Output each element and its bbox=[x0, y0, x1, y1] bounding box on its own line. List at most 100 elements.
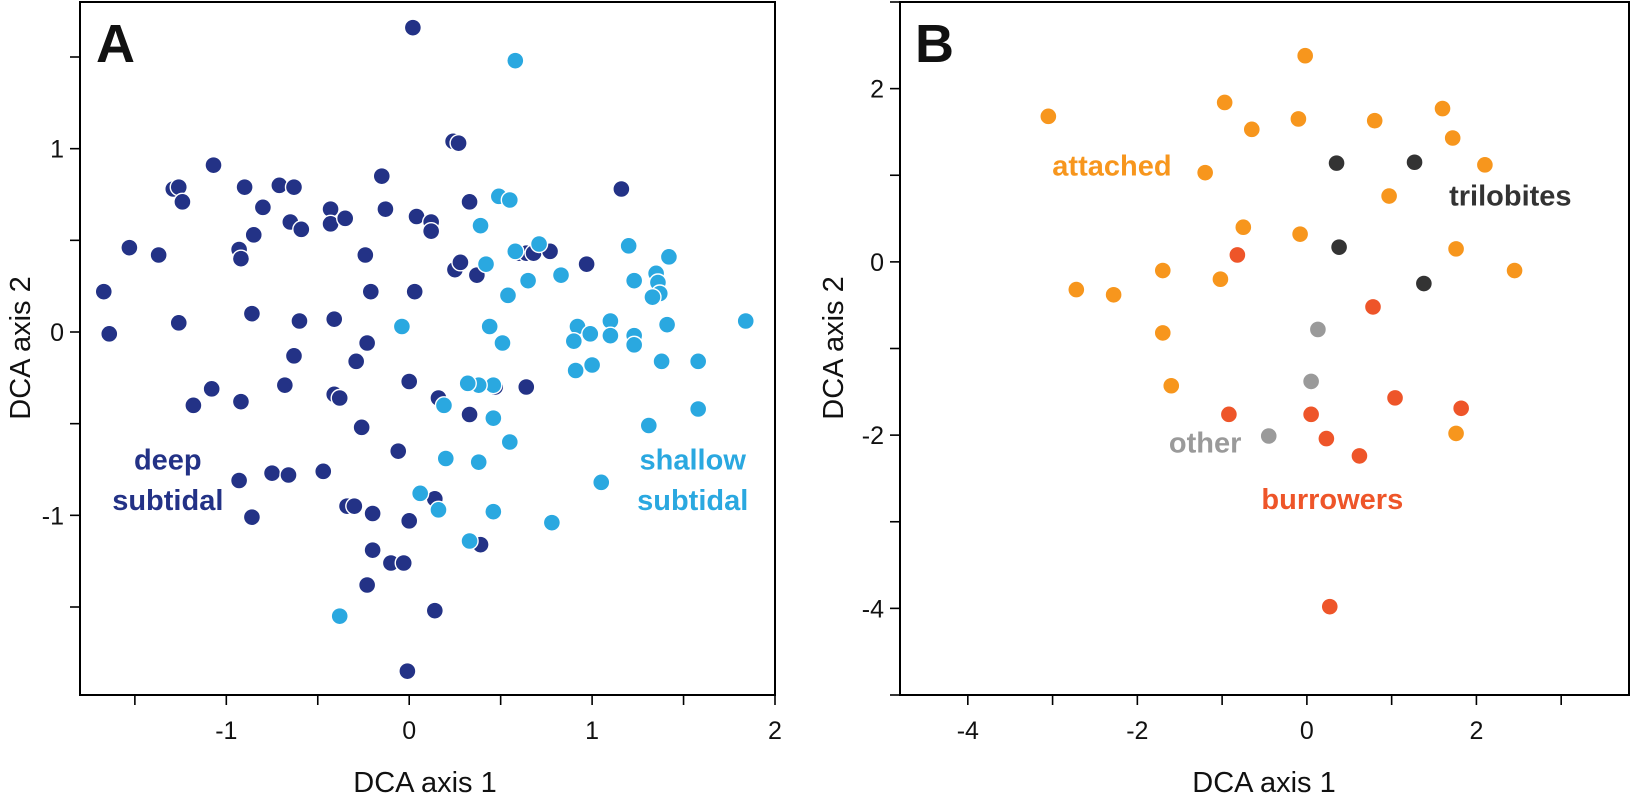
point-deep-subtidal bbox=[149, 245, 168, 265]
point-deep-subtidal bbox=[184, 396, 203, 415]
point-other bbox=[1301, 372, 1321, 391]
point-shallow-subtidal bbox=[657, 315, 677, 334]
x-tick-label: 0 bbox=[402, 717, 416, 745]
point-trilobites bbox=[1327, 153, 1346, 173]
point-deep-subtidal bbox=[356, 245, 375, 265]
point-burrowers bbox=[1385, 388, 1405, 408]
panel-b: -4 -2 0 2 -4 -2 0 2 attached trilobites other bur… bbox=[818, 1, 1630, 799]
x-tick-label: -2 bbox=[1126, 717, 1148, 745]
y-tick-label: -2 bbox=[862, 422, 884, 450]
group-label: subtidal bbox=[112, 485, 223, 517]
point-deep-subtidal bbox=[325, 309, 344, 329]
point-burrowers bbox=[1317, 429, 1336, 448]
point-deep-subtidal bbox=[451, 253, 470, 272]
x-tick-label: 2 bbox=[768, 717, 782, 745]
point-attached bbox=[1295, 46, 1315, 65]
panel-b-points bbox=[1039, 46, 1524, 616]
point-attached bbox=[1443, 128, 1462, 148]
point-deep-subtidal bbox=[400, 511, 419, 531]
point-shallow-subtidal bbox=[471, 216, 490, 235]
point-attached bbox=[1067, 280, 1086, 299]
point-attached bbox=[1153, 323, 1172, 343]
y-tick-label: 1 bbox=[50, 136, 64, 164]
point-deep-subtidal bbox=[100, 324, 119, 344]
point-shallow-subtidal bbox=[542, 513, 562, 532]
point-shallow-subtidal bbox=[476, 254, 496, 274]
point-shallow-subtidal bbox=[500, 432, 520, 452]
point-shallow-subtidal bbox=[643, 287, 662, 307]
point-shallow-subtidal bbox=[392, 317, 412, 336]
panel-a-x-axis: -1 0 1 2 bbox=[134, 695, 782, 745]
point-shallow-subtidal bbox=[688, 352, 708, 371]
point-attached bbox=[1433, 99, 1452, 118]
point-deep-subtidal bbox=[403, 18, 423, 37]
point-deep-subtidal bbox=[314, 462, 333, 481]
point-burrowers bbox=[1363, 297, 1383, 317]
point-deep-subtidal bbox=[330, 388, 349, 408]
point-shallow-subtidal bbox=[506, 242, 525, 261]
point-trilobites bbox=[1405, 153, 1424, 172]
point-deep-subtidal bbox=[275, 375, 295, 395]
point-attached bbox=[1290, 224, 1310, 244]
point-burrowers bbox=[1320, 597, 1339, 616]
point-deep-subtidal bbox=[235, 177, 254, 197]
point-shallow-subtidal bbox=[688, 399, 708, 419]
panel-a-y-axis-title: DCA axis 2 bbox=[5, 276, 37, 419]
y-tick-label: 0 bbox=[870, 249, 884, 277]
point-shallow-subtidal bbox=[493, 333, 512, 353]
point-burrowers bbox=[1350, 446, 1369, 466]
point-deep-subtidal bbox=[284, 177, 304, 197]
point-deep-subtidal bbox=[421, 221, 441, 241]
point-attached bbox=[1446, 424, 1466, 443]
point-deep-subtidal bbox=[231, 392, 251, 411]
point-trilobites bbox=[1329, 237, 1349, 257]
y-tick-label: 0 bbox=[50, 319, 64, 347]
panel-a: -1 0 1 2 -1 0 1 deep subtidal shallow subtidal A… bbox=[5, 1, 782, 799]
group-label: trilobites bbox=[1449, 181, 1571, 213]
panel-b-letter: B bbox=[915, 14, 954, 74]
point-shallow-subtidal bbox=[458, 374, 477, 393]
point-deep-subtidal bbox=[376, 199, 395, 219]
point-deep-subtidal bbox=[204, 155, 223, 175]
panel-a-points bbox=[94, 18, 755, 681]
point-shallow-subtidal bbox=[566, 361, 585, 380]
point-attached bbox=[1365, 111, 1384, 130]
x-tick-label: -4 bbox=[957, 717, 979, 745]
point-deep-subtidal bbox=[345, 496, 364, 516]
y-tick-label: -1 bbox=[42, 502, 64, 530]
point-shallow-subtidal bbox=[469, 452, 488, 472]
point-shallow-subtidal bbox=[551, 265, 571, 285]
point-shallow-subtidal bbox=[582, 355, 602, 375]
panel-b-y-axis: -4 -2 0 2 bbox=[862, 1, 900, 696]
point-deep-subtidal bbox=[335, 209, 355, 228]
point-attached bbox=[1289, 109, 1308, 129]
point-deep-subtidal bbox=[253, 198, 273, 217]
group-label: subtidal bbox=[637, 485, 748, 517]
point-deep-subtidal bbox=[244, 225, 263, 245]
point-deep-subtidal bbox=[460, 405, 479, 424]
group-label: attached bbox=[1052, 150, 1171, 182]
point-deep-subtidal bbox=[517, 377, 536, 397]
point-trilobites bbox=[1414, 274, 1434, 293]
point-deep-subtidal bbox=[169, 313, 188, 333]
y-tick-label: 2 bbox=[870, 76, 884, 104]
point-shallow-subtidal bbox=[460, 531, 479, 551]
point-attached bbox=[1242, 120, 1261, 139]
point-deep-subtidal bbox=[612, 179, 631, 199]
point-deep-subtidal bbox=[398, 661, 417, 681]
point-deep-subtidal bbox=[449, 133, 468, 153]
point-attached bbox=[1215, 93, 1234, 112]
point-attached bbox=[1162, 376, 1181, 395]
point-shallow-subtidal bbox=[506, 51, 525, 70]
point-attached bbox=[1475, 155, 1495, 175]
panel-b-frame bbox=[899, 1, 1630, 696]
point-deep-subtidal bbox=[120, 238, 139, 257]
point-deep-subtidal bbox=[279, 465, 298, 485]
point-deep-subtidal bbox=[460, 192, 479, 212]
point-shallow-subtidal bbox=[330, 606, 349, 626]
point-deep-subtidal bbox=[229, 471, 249, 490]
point-deep-subtidal bbox=[242, 304, 262, 323]
point-deep-subtidal bbox=[173, 192, 192, 212]
point-shallow-subtidal bbox=[434, 396, 454, 415]
